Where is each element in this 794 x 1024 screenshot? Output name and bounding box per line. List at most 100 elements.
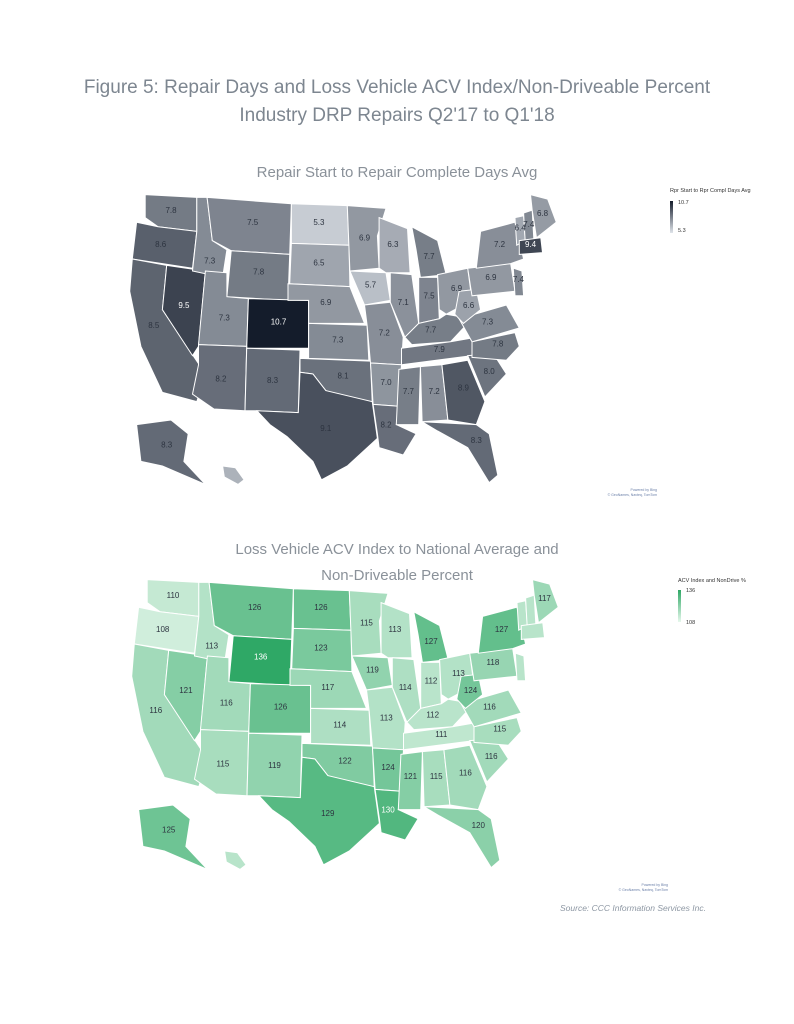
state-label-nm: 119 xyxy=(268,761,281,770)
state-label-ar: 124 xyxy=(381,763,395,772)
state-label-me: 6.8 xyxy=(537,209,549,218)
state-label-mn: 115 xyxy=(360,619,373,628)
state-label-ar: 7.0 xyxy=(380,378,392,387)
state-va xyxy=(460,689,523,728)
map1-credit-line2: © GeoNames, Navteq, TomTom xyxy=(607,493,657,497)
map2-labels: 110 108 116 121 113 126 136 116 126 115 119 126 123 1… xyxy=(149,591,551,835)
map2-title: Loss Vehicle ACV Index to National Avera… xyxy=(0,537,794,589)
map1-legend-min: 5.3 xyxy=(678,228,686,234)
state-label-va: 7.3 xyxy=(482,317,494,326)
state-label-ut: 116 xyxy=(220,699,233,708)
state-nc xyxy=(473,717,522,746)
state-label-tn: 7.9 xyxy=(434,345,446,354)
map1-states xyxy=(129,193,557,485)
state-label-tx: 129 xyxy=(321,809,335,818)
map1-credit: Powered by Bing © GeoNames, Navteq, TomT… xyxy=(537,488,657,498)
map1-legend-title: Rpr Start to Rpr Compl Days Avg xyxy=(670,188,751,194)
state-label-id: 113 xyxy=(205,642,218,651)
state-ms xyxy=(395,366,421,426)
map2-title-line2: Non-Driveable Percent xyxy=(321,567,473,584)
state-label-id: 7.3 xyxy=(204,257,216,266)
state-label-mi: 127 xyxy=(424,637,438,646)
state-label-pa: 6.9 xyxy=(485,273,497,282)
state-ks xyxy=(310,707,372,746)
map1-legend-max: 10.7 xyxy=(678,200,689,206)
state-va xyxy=(458,304,521,343)
state-label-ky: 7.7 xyxy=(425,326,437,335)
map1-labels: 7.8 8.6 8.5 9.5 7.3 7.5 7.8 7.3 10.7 8.2 8.3 5.3 6.5… xyxy=(148,206,548,450)
state-label-sc: 116 xyxy=(485,752,498,761)
map1-legend-gradient xyxy=(670,201,673,233)
state-az xyxy=(191,344,248,412)
figure-title: Figure 5: Repair Days and Loss Vehicle A… xyxy=(0,74,794,130)
state-tx xyxy=(255,371,378,481)
state-label-nc: 7.8 xyxy=(492,339,504,348)
state-label-la: 130 xyxy=(381,805,395,814)
state-label-ca: 8.5 xyxy=(148,321,160,330)
map2-credit-line1: Powered by Bing xyxy=(641,883,668,887)
state-label-ak: 8.3 xyxy=(161,441,173,450)
state-label-mi: 7.7 xyxy=(423,252,435,261)
state-label-ak: 125 xyxy=(162,826,176,835)
state-ma xyxy=(518,237,544,255)
state-label-me: 117 xyxy=(538,594,551,603)
state-wi xyxy=(378,216,411,274)
state-label-ia: 119 xyxy=(366,666,379,675)
state-nj xyxy=(514,652,527,682)
state-label-oh: 6.9 xyxy=(451,284,463,293)
map1-title: Repair Start to Repair Complete Days Avg xyxy=(256,164,538,181)
state-ny xyxy=(477,606,527,654)
state-label-wv: 124 xyxy=(464,686,478,695)
state-label-tx: 9.1 xyxy=(320,424,332,433)
state-label-az: 115 xyxy=(217,759,230,768)
state-label-wi: 113 xyxy=(389,625,402,634)
state-label-mn: 6.9 xyxy=(359,234,371,243)
state-ks xyxy=(308,322,370,361)
state-me xyxy=(529,193,557,239)
state-label-nc: 115 xyxy=(493,724,506,733)
state-label-in: 7.5 xyxy=(423,292,435,301)
state-wi xyxy=(380,601,413,659)
map2-credit: Powered by Bing © GeoNames, Navteq, TomT… xyxy=(548,883,668,893)
state-label-mt: 126 xyxy=(248,603,262,612)
map2-legend-title: ACV Index and NonDrive % xyxy=(678,578,746,584)
state-label-ms: 121 xyxy=(404,772,418,781)
state-label-ut: 7.3 xyxy=(219,314,231,323)
state-label-nm: 8.3 xyxy=(267,376,279,385)
state-ga xyxy=(443,744,488,811)
state-label-mo: 113 xyxy=(380,713,393,722)
state-label-ne: 6.9 xyxy=(320,298,332,307)
state-label-co: 10.7 xyxy=(271,317,287,326)
state-label-ok: 122 xyxy=(338,757,352,766)
state-label-ks: 7.3 xyxy=(332,336,344,345)
state-label-ca: 116 xyxy=(149,706,162,715)
state-label-mt: 7.5 xyxy=(247,218,259,227)
state-label-ga: 8.9 xyxy=(458,384,470,393)
state-label-nh: 7.4 xyxy=(523,220,535,229)
state-label-nv: 9.5 xyxy=(178,301,190,310)
state-label-ga: 116 xyxy=(459,769,472,778)
state-ak xyxy=(138,804,208,870)
source-note: Source: CCC Information Services Inc. xyxy=(560,903,706,913)
map2-legend: ACV Index and NonDrive % 136 108 xyxy=(678,578,746,626)
state-label-or: 8.6 xyxy=(155,240,167,249)
state-mn xyxy=(348,590,389,657)
state-label-az: 8.2 xyxy=(215,374,227,383)
map1-credit-line1: Powered by Bing xyxy=(630,488,657,492)
map2-legend-gradient xyxy=(678,590,681,622)
state-label-va: 116 xyxy=(483,702,496,711)
state-label-ny: 127 xyxy=(495,625,509,634)
state-label-mo: 7.2 xyxy=(379,328,391,337)
state-ny xyxy=(475,221,525,269)
map2-credit-line2: © GeoNames, Navteq, TomTom xyxy=(618,888,668,892)
state-label-al: 7.2 xyxy=(429,387,441,396)
state-label-co: 126 xyxy=(274,702,288,711)
state-label-pa: 118 xyxy=(487,658,500,667)
state-label-la: 8.2 xyxy=(380,420,392,429)
state-mi xyxy=(413,610,449,663)
figure-title-line1: Figure 5: Repair Days and Loss Vehicle A… xyxy=(83,77,711,98)
figure-title-line2: Industry DRP Repairs Q2'17 to Q1'18 xyxy=(239,105,555,126)
state-mn xyxy=(346,205,387,272)
state-nc xyxy=(471,332,520,361)
